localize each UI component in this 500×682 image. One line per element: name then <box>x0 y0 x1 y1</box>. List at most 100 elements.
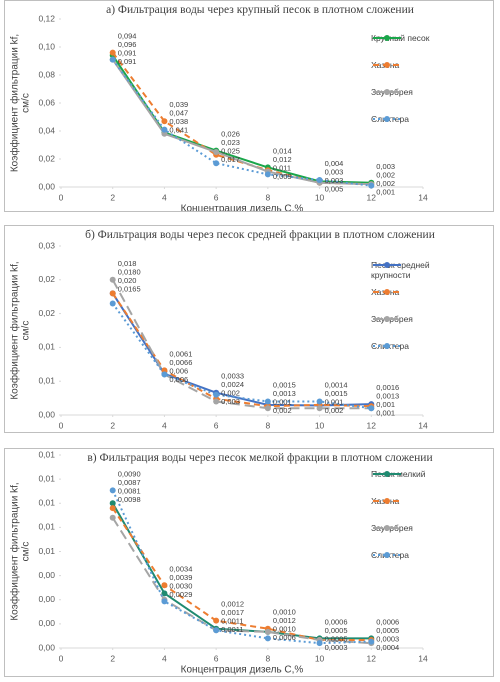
legend-swatch <box>373 316 401 322</box>
value-label: 0,0034 <box>169 564 192 573</box>
y-tick-label: 0,01 <box>38 522 55 532</box>
value-label: 0,001 <box>325 397 344 406</box>
value-label: 0,0024 <box>221 380 244 389</box>
series-line <box>111 517 372 645</box>
x-tick-label: 2 <box>110 192 115 202</box>
value-label: 0,014 <box>273 146 292 155</box>
y-axis-title: см/с <box>21 542 32 562</box>
y-tick-label: 0,01 <box>38 449 55 459</box>
value-label: 0,001 <box>273 397 292 406</box>
y-tick-label: 0,08 <box>38 69 55 79</box>
y-axis-title: Коэффициент фильтрации kf, <box>9 34 21 172</box>
legend-item: Зауэрбрея <box>371 87 489 97</box>
value-label: 0,0081 <box>118 486 141 495</box>
x-tick-label: 6 <box>214 192 219 202</box>
y-axis-title: см/с <box>21 93 32 113</box>
data-point <box>264 405 271 412</box>
y-tick-label: 0,01 <box>38 498 55 508</box>
y-axis-title: Коэффициент фильтрации kf, <box>9 482 21 620</box>
legend-item: Песок средней крупности <box>371 260 489 280</box>
value-label: 0,003 <box>325 167 344 176</box>
y-axis-title: см/с <box>21 321 32 341</box>
x-tick-label: 10 <box>315 420 325 430</box>
data-point <box>109 290 116 297</box>
x-tick-label: 0 <box>59 192 64 202</box>
value-label: 0,0011 <box>221 625 243 634</box>
x-tick-label: 8 <box>265 420 270 430</box>
x-tick-label: 14 <box>418 192 428 202</box>
legend-swatch-marker <box>384 262 390 268</box>
value-label: 0,0087 <box>118 478 141 487</box>
y-tick-label: 0,06 <box>38 97 55 107</box>
value-label: 0,0016 <box>376 383 399 392</box>
data-point <box>109 49 116 56</box>
value-label: 0,0004 <box>376 643 399 652</box>
value-label: 0,003 <box>325 176 344 185</box>
legend-swatch <box>373 89 401 95</box>
data-point <box>161 598 168 605</box>
y-tick-label: 0,01 <box>38 342 55 352</box>
chart: 0,00 0,00 0,00 0,00 0,01 0,01 0,01 0,01 0,01 0 2 4 6… <box>9 449 428 675</box>
data-point <box>109 56 116 63</box>
value-label: 0,023 <box>221 138 240 147</box>
value-label: 0,0165 <box>118 284 141 293</box>
value-label: 0,0012 <box>273 616 296 625</box>
data-point <box>161 118 168 125</box>
value-label: 0,0014 <box>325 380 348 389</box>
legend-swatch <box>373 289 401 295</box>
value-label: 0,091 <box>118 49 137 58</box>
legend-swatch-marker <box>384 116 390 122</box>
chart: 0,00 0,02 0,04 0,06 0,08 0,10 0,12 0 2 4 6 8 10 12 14 К… <box>9 13 428 211</box>
value-label: 0,0066 <box>169 358 192 367</box>
x-tick-label: 14 <box>418 420 428 430</box>
series-line <box>111 302 372 410</box>
legend-swatch-marker <box>384 35 390 41</box>
value-label: 0,0029 <box>169 590 192 599</box>
data-point <box>161 371 168 378</box>
value-label: 0,0015 <box>273 380 296 389</box>
x-tick-label: 14 <box>418 653 428 663</box>
value-label: 0,0010 <box>273 625 296 634</box>
x-axis-title: Концентрация дизель С,% <box>181 204 304 211</box>
y-tick-label: 0,02 <box>38 274 55 284</box>
y-tick-label: 0,10 <box>38 41 55 51</box>
data-point <box>161 582 168 589</box>
data-point <box>213 627 220 634</box>
chart-panel: 0,000,010,010,020,020,0302468101214Конце… <box>4 225 494 433</box>
value-label: 0,039 <box>169 100 188 109</box>
legend-swatch-marker <box>384 62 390 68</box>
data-point <box>316 177 323 183</box>
value-label: 0,0013 <box>273 389 296 398</box>
data-point <box>213 160 220 167</box>
data-point <box>316 640 323 647</box>
chart-title: а) Фильтрация воды через крупный песок в… <box>106 4 414 16</box>
legend-swatch <box>373 471 401 477</box>
value-label: 0,002 <box>376 170 395 179</box>
value-label: 0,006 <box>169 366 188 375</box>
legend-swatch <box>373 116 401 122</box>
value-label: 0,047 <box>169 109 188 118</box>
x-tick-label: 12 <box>367 420 377 430</box>
series-line <box>111 59 372 186</box>
value-label: 0,0098 <box>118 495 141 504</box>
y-tick-label: 0,00 <box>38 642 55 652</box>
value-label: 0,001 <box>376 409 395 418</box>
legend-swatch-marker <box>384 525 390 531</box>
value-label: 0,096 <box>118 40 137 49</box>
y-tick-label: 0,00 <box>38 618 55 628</box>
legend-item: Хазена <box>371 287 489 297</box>
data-point <box>213 391 220 398</box>
series-line <box>111 59 372 187</box>
data-point <box>264 635 271 642</box>
data-point <box>109 300 116 307</box>
value-label: 0,0005 <box>376 626 399 635</box>
x-tick-label: 0 <box>59 653 64 663</box>
legend-swatch <box>373 498 401 504</box>
value-label: 0,009 <box>273 172 292 181</box>
value-label: 0,0011 <box>221 617 243 626</box>
value-label: 0,0033 <box>221 372 244 381</box>
legend-item: Слихтера <box>371 341 489 351</box>
legend-swatch-marker <box>384 289 390 295</box>
x-tick-label: 2 <box>110 653 115 663</box>
x-tick-label: 12 <box>367 192 377 202</box>
